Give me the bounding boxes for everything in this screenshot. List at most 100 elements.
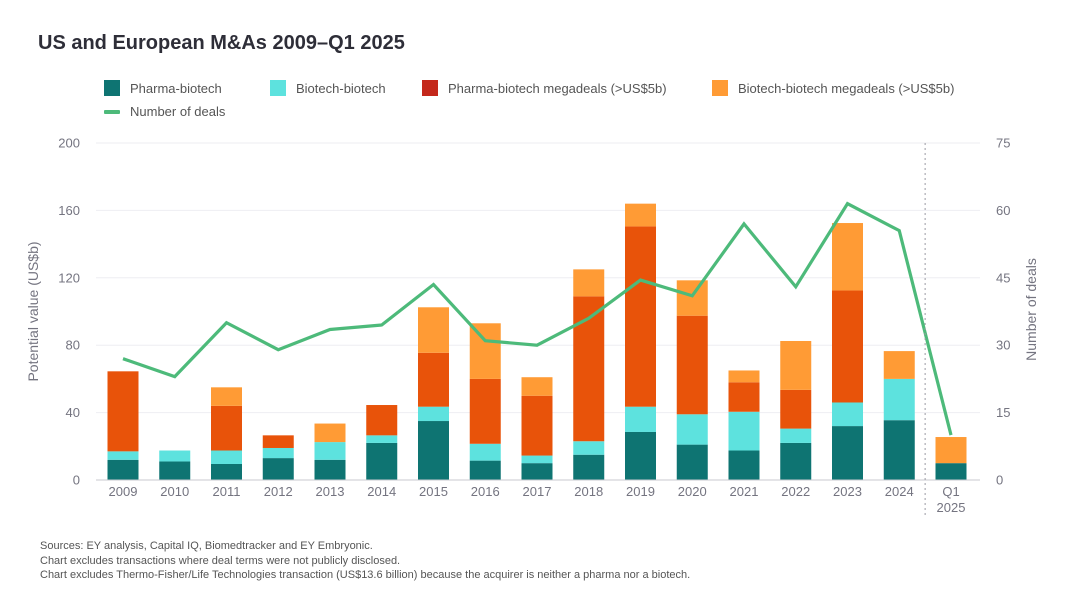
bar-segment-biotech-biotech [521, 455, 553, 464]
y-right-axis-title: Number of deals [1023, 258, 1039, 361]
bar-segment-pharma-biotech [676, 444, 708, 480]
bar-segment-biotech-biotech-megadeals-us-5b [935, 437, 967, 464]
bar-segment-biotech-biotech [107, 451, 139, 460]
bar-segment-biotech-biotech-megadeals-us-5b [211, 387, 242, 406]
y-right-tick-label: 45 [996, 270, 1010, 285]
x-tick-label: 2023 [833, 484, 862, 499]
legend-label-number-of-deals: Number of deals [130, 104, 226, 119]
bar-segment-biotech-biotech-megadeals-us-5b [521, 377, 553, 396]
x-tick-label: 2015 [419, 484, 448, 499]
footnotes: Sources: EY analysis, Capital IQ, Biomed… [40, 539, 690, 583]
bar-segment-pharma-biotech [521, 463, 553, 480]
bar-segment-pharma-biotech [211, 463, 242, 480]
y-right-tick-label: 30 [996, 338, 1010, 353]
bar-segment-biotech-biotech-megadeals-us-5b [883, 351, 915, 379]
y-left-tick-label: 40 [66, 405, 80, 420]
y-left-tick-label: 120 [58, 270, 80, 285]
bar-segment-pharma-biotech-megadeals-us-5b [832, 290, 863, 403]
y-left-axis-title: Potential value (US$b) [25, 241, 41, 381]
bar-segment-pharma-biotech [780, 442, 812, 480]
bar-segment-pharma-biotech [935, 463, 967, 480]
bar-segment-biotech-biotech-megadeals-us-5b [728, 370, 760, 383]
y-right-tick-label: 15 [996, 405, 1010, 420]
bar-segment-biotech-biotech [469, 443, 501, 461]
bar-segment-pharma-biotech [883, 420, 915, 480]
bar-segment-pharma-biotech-megadeals-us-5b [418, 352, 449, 407]
legend-swatch-biotech-megadeals [712, 80, 728, 96]
legend-item-biotech-biotech[interactable]: Biotech-biotech [270, 80, 386, 96]
bar-segment-pharma-biotech [418, 421, 449, 480]
bar-segment-pharma-biotech [262, 458, 294, 480]
bar-segment-pharma-biotech [573, 454, 605, 480]
y-right-tick-label: 60 [996, 203, 1010, 218]
legend-item-pharma-biotech[interactable]: Pharma-biotech [104, 80, 222, 96]
bar-segment-pharma-biotech [832, 426, 863, 480]
chart-plot: 0 40 80 120 160 200 0 15 30 45 60 75 Potential value… [25, 136, 1039, 516]
y-right-tick-label: 0 [996, 473, 1003, 488]
bar-segment-biotech-biotech-megadeals-us-5b [418, 307, 449, 353]
bar-segment-pharma-biotech-megadeals-us-5b [728, 382, 760, 412]
bar-segment-pharma-biotech-megadeals-us-5b [625, 226, 656, 407]
bar-segment-pharma-biotech-megadeals-us-5b [469, 378, 501, 444]
bar-segment-pharma-biotech-megadeals-us-5b [366, 405, 398, 436]
x-tick-label: 2025 [937, 500, 966, 515]
bar-segment-biotech-biotech [262, 447, 294, 459]
y-left-tick-label: 160 [58, 203, 80, 218]
bar-segment-biotech-biotech-megadeals-us-5b [676, 280, 708, 316]
bar-segment-biotech-biotech [211, 450, 242, 464]
x-tick-label: 2020 [678, 484, 707, 499]
x-tick-label: 2019 [626, 484, 655, 499]
x-tick-label: 2009 [109, 484, 138, 499]
bar-segment-pharma-biotech [366, 442, 398, 480]
deals-line-layer [122, 201, 953, 436]
bar-segment-pharma-biotech-megadeals-us-5b [780, 389, 812, 429]
bar-segment-pharma-biotech [469, 460, 501, 480]
bar-segment-biotech-biotech-megadeals-us-5b [469, 323, 501, 379]
bar-segment-biotech-biotech [366, 435, 398, 443]
x-tick-label: 2011 [213, 484, 241, 499]
chart-title: US and European M&As 2009–Q1 2025 [38, 32, 405, 54]
legend-label-pharma-biotech: Pharma-biotech [130, 80, 222, 96]
bar-segment-biotech-biotech-megadeals-us-5b [314, 423, 346, 443]
legend-item-number-of-deals[interactable]: Number of deals [104, 104, 225, 119]
bar-segment-pharma-biotech-megadeals-us-5b [262, 435, 294, 448]
x-tick-label: 2016 [471, 484, 500, 499]
x-tick-label: Q1 [942, 484, 959, 499]
legend-swatch-pharma-biotech [104, 80, 120, 96]
bar-segment-biotech-biotech-megadeals-us-5b [832, 223, 863, 291]
bar-segment-biotech-biotech [159, 450, 191, 462]
y-left-tick-label: 80 [66, 338, 80, 353]
bar-segment-pharma-biotech [625, 431, 656, 480]
x-tick-label: 2024 [885, 484, 914, 499]
bar-segment-biotech-biotech [780, 428, 812, 443]
bar-segment-biotech-biotech [832, 402, 863, 427]
bar-segment-biotech-biotech-megadeals-us-5b [573, 269, 605, 297]
bar-segment-biotech-biotech [728, 411, 760, 451]
bar-segment-pharma-biotech-megadeals-us-5b [107, 371, 139, 452]
bar-segment-biotech-biotech [625, 406, 656, 432]
bar-segment-pharma-biotech-megadeals-us-5b [521, 395, 553, 456]
legend-item-biotech-megadeals[interactable]: Biotech-biotech megadeals (>US$5b) [712, 80, 954, 96]
x-tick-label: 2021 [730, 484, 759, 499]
x-tick-label: 2014 [367, 484, 396, 499]
bars [107, 203, 967, 480]
bar-segment-biotech-biotech [573, 441, 605, 455]
legend-swatch-biotech-biotech [270, 80, 286, 96]
x-tick-label: 2022 [781, 484, 810, 499]
footnote-sources: Sources: EY analysis, Capital IQ, Biomed… [40, 540, 373, 552]
bar-segment-pharma-biotech [728, 450, 760, 480]
legend-label-biotech-biotech: Biotech-biotech [296, 80, 386, 96]
bar-segment-biotech-biotech [676, 414, 708, 445]
bar-segment-pharma-biotech-megadeals-us-5b [573, 296, 605, 442]
bar-segment-pharma-biotech-megadeals-us-5b [211, 405, 242, 451]
bar-segment-biotech-biotech [314, 442, 346, 460]
bar-segment-biotech-biotech-megadeals-us-5b [625, 203, 656, 227]
legend-item-pharma-megadeals[interactable]: Pharma-biotech megadeals (>US$5b) [422, 80, 667, 96]
x-tick-label: 2010 [160, 484, 189, 499]
footnote-undisclosed: Chart excludes transactions where deal t… [40, 554, 401, 567]
bar-segment-pharma-biotech [314, 459, 346, 480]
footnote-exclusion: Chart excludes Thermo-Fisher/Life Techno… [40, 569, 691, 581]
bar-segment-biotech-biotech-megadeals-us-5b [780, 340, 812, 390]
axes: 0 40 80 120 160 200 0 15 30 45 60 75 Potential value… [25, 136, 1039, 516]
y-left-tick-label: 200 [58, 136, 80, 151]
